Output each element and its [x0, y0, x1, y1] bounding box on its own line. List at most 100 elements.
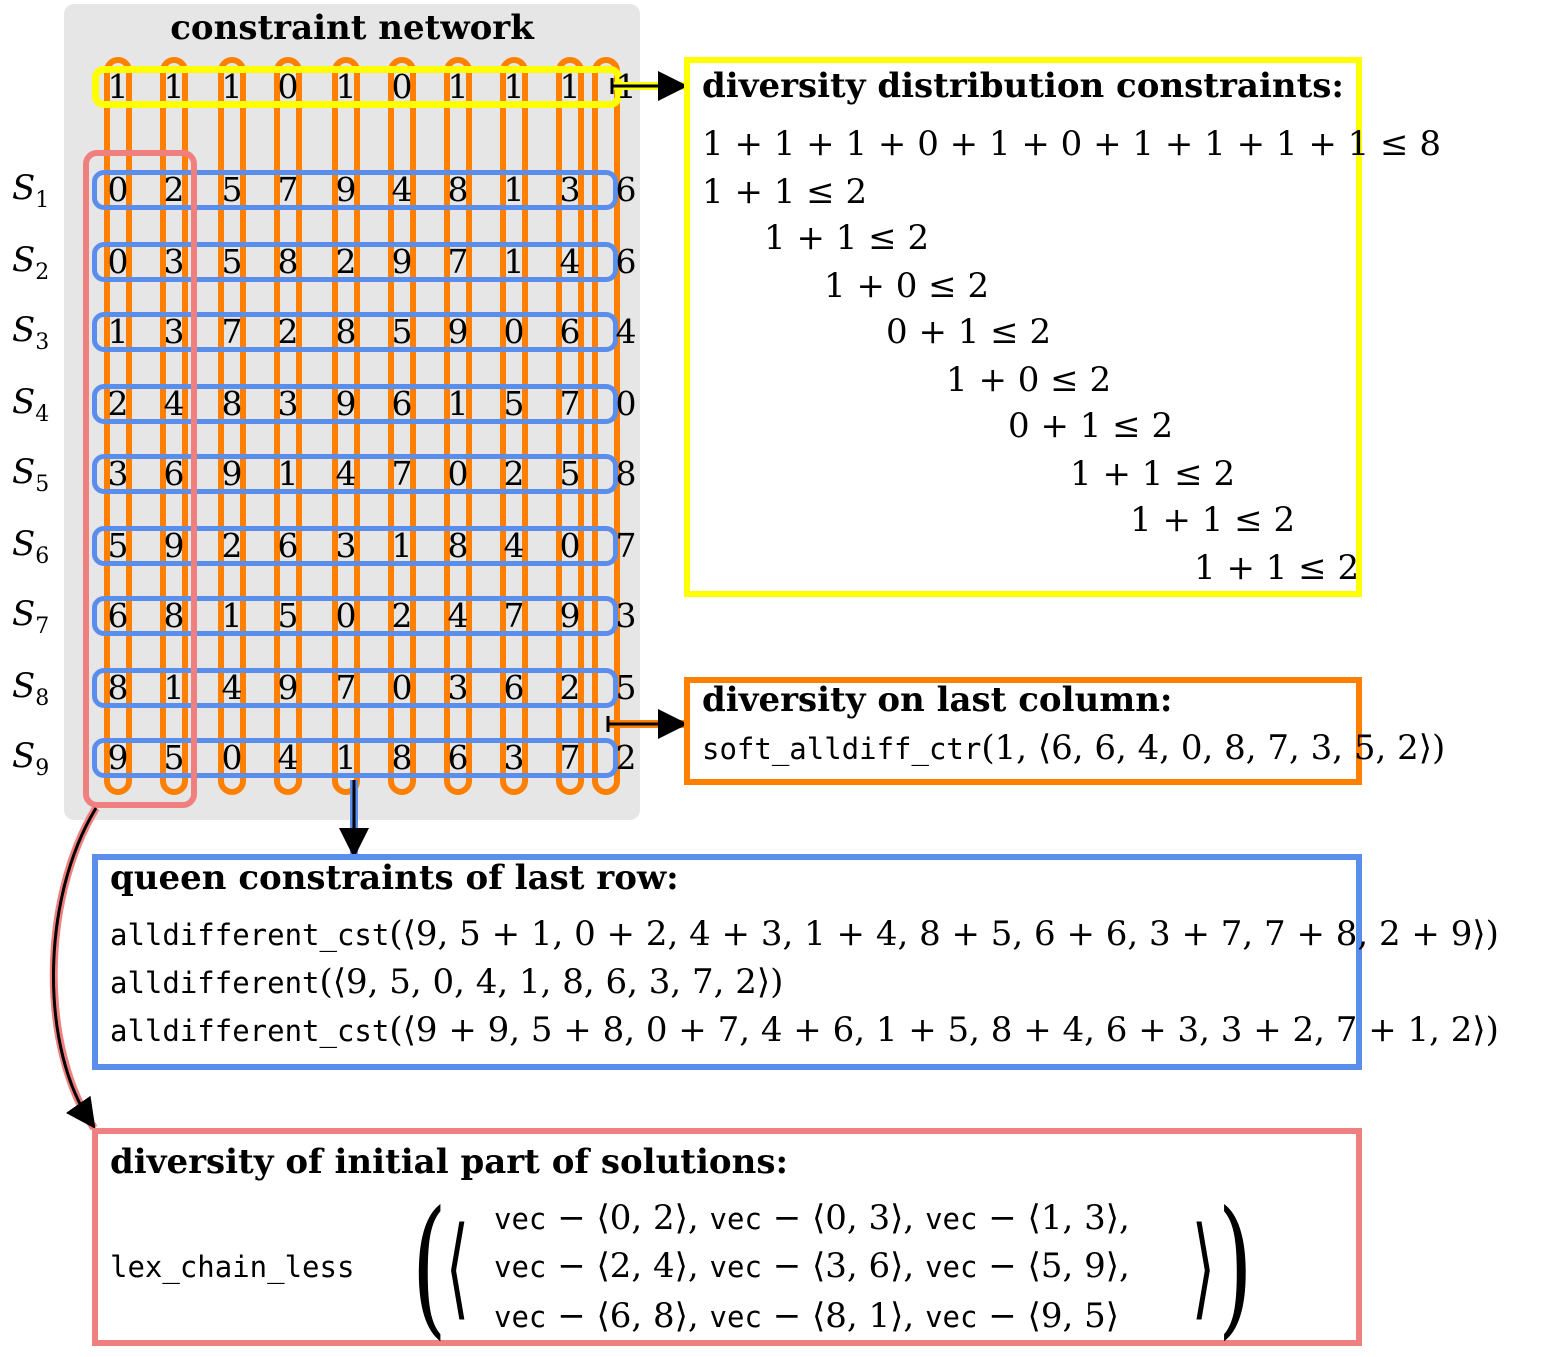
distribution-line: 1 + 1 ≤ 2 [1194, 548, 1360, 588]
row-constraint-box [92, 242, 618, 282]
soft-alldiff-args: (1, ⟨6, 6, 4, 0, 8, 7, 3, 5, 2⟩) [981, 728, 1446, 768]
solution-cell: 8 [447, 526, 469, 565]
solution-cell: 2 [107, 384, 129, 423]
column-constraint-box [274, 57, 302, 795]
last-column-expression: soft_alldiff_ctr(1, ⟨6, 6, 4, 0, 8, 7, 3… [702, 728, 1445, 768]
solution-cell: 9 [163, 526, 185, 565]
solution-cell: 9 [559, 596, 581, 635]
distribution-cell: 0 [391, 67, 413, 106]
solution-cell: 3 [335, 526, 357, 565]
solution-label: S8 [12, 666, 50, 711]
solution-cell: 7 [615, 526, 637, 565]
column-constraint-box [332, 57, 360, 795]
solution-cell: 6 [391, 384, 413, 423]
solution-cell: 7 [447, 242, 469, 281]
solution-cell: 4 [277, 738, 299, 777]
distribution-cell: 0 [277, 67, 299, 106]
right-angle-glyph: ⟩ [1191, 1203, 1216, 1331]
solution-label: S2 [12, 240, 50, 285]
solution-cell: 8 [335, 312, 357, 351]
solution-cell: 9 [221, 454, 243, 493]
soft-alldiff-fn: soft_alldiff_ctr [702, 732, 982, 766]
solution-cell: 1 [447, 384, 469, 423]
solution-cell: 0 [615, 384, 637, 423]
solution-cell: 9 [107, 738, 129, 777]
solution-label: S4 [12, 382, 50, 427]
right-paren-glyph: ) [1217, 1180, 1253, 1354]
lex-chain-fn: lex_chain_less [110, 1250, 355, 1284]
solution-cell: 0 [107, 242, 129, 281]
solution-cell: 3 [447, 668, 469, 707]
solution-cell: 1 [391, 526, 413, 565]
solution-cell: 7 [277, 170, 299, 209]
initial-part-panel-title: diversity of initial part of solutions: [110, 1142, 789, 1182]
solution-cell: 3 [503, 738, 525, 777]
solution-cell: 0 [503, 312, 525, 351]
row-constraint-box [92, 454, 618, 494]
lex-chain-line: vec − ⟨6, 8⟩, vec − ⟨8, 1⟩, vec − ⟨9, 5⟩ [494, 1296, 1119, 1336]
solution-cell: 5 [615, 668, 637, 707]
distribution-line: 1 + 0 ≤ 2 [946, 360, 1112, 400]
solution-cell: 3 [163, 242, 185, 281]
solution-cell: 4 [447, 596, 469, 635]
distribution-panel [684, 57, 1362, 597]
solution-cell: 8 [615, 454, 637, 493]
queen-panel [92, 854, 1362, 1070]
solution-cell: 3 [615, 596, 637, 635]
row-constraint-box [92, 738, 618, 778]
solution-cell: 7 [221, 312, 243, 351]
distribution-cell: 1 [221, 67, 243, 106]
row-constraint-box [92, 668, 618, 708]
distribution-line: 1 + 1 ≤ 2 [1070, 454, 1236, 494]
solution-cell: 8 [277, 242, 299, 281]
queen-panel-title: queen constraints of last row: [110, 858, 679, 898]
queen-line-3: alldifferent_cst(⟨9 + 9, 5 + 8, 0 + 7, 4… [110, 1010, 1499, 1050]
solution-cell: 8 [447, 170, 469, 209]
solution-cell: 0 [559, 526, 581, 565]
solution-label: S5 [12, 452, 50, 497]
distribution-cell: 1 [503, 67, 525, 106]
solution-cell: 4 [503, 526, 525, 565]
solution-cell: 6 [163, 454, 185, 493]
solution-cell: 6 [107, 596, 129, 635]
column-constraint-box [160, 57, 188, 795]
solution-cell: 3 [277, 384, 299, 423]
solution-cell: 2 [335, 242, 357, 281]
solution-label: S9 [12, 736, 50, 781]
solution-cell: 9 [391, 242, 413, 281]
lex-chain-line: vec − ⟨0, 2⟩, vec − ⟨0, 3⟩, vec − ⟨1, 3⟩… [494, 1198, 1130, 1238]
column-constraint-box [218, 57, 246, 795]
solution-label: S7 [12, 594, 50, 639]
solution-cell: 2 [163, 170, 185, 209]
solution-cell: 8 [163, 596, 185, 635]
row-constraint-box [92, 596, 618, 636]
solution-cell: 3 [559, 170, 581, 209]
solution-label: S6 [12, 524, 50, 569]
solution-cell: 7 [391, 454, 413, 493]
solution-cell: 9 [447, 312, 469, 351]
distribution-line: 0 + 1 ≤ 2 [1008, 406, 1174, 446]
solution-cell: 4 [391, 170, 413, 209]
solution-cell: 8 [221, 384, 243, 423]
row-constraint-box [92, 384, 618, 424]
solution-cell: 9 [335, 170, 357, 209]
distribution-line: 1 + 1 + 1 + 0 + 1 + 0 + 1 + 1 + 1 + 1 ≤ … [702, 124, 1441, 164]
solution-cell: 8 [391, 738, 413, 777]
row-constraint-box [92, 312, 618, 352]
row-constraint-box [92, 170, 618, 210]
distribution-line: 0 + 1 ≤ 2 [886, 312, 1052, 352]
solution-cell: 6 [615, 170, 637, 209]
solution-cell: 2 [221, 526, 243, 565]
solution-cell: 3 [163, 312, 185, 351]
solution-cell: 0 [221, 738, 243, 777]
column-constraint-box [556, 57, 584, 795]
distribution-line: 1 + 1 ≤ 2 [764, 218, 930, 258]
solution-cell: 4 [221, 668, 243, 707]
initial-part-panel [92, 1128, 1362, 1346]
solution-cell: 5 [277, 596, 299, 635]
solution-cell: 9 [335, 384, 357, 423]
solution-cell: 6 [503, 668, 525, 707]
solution-cell: 0 [391, 668, 413, 707]
solution-cell: 3 [107, 454, 129, 493]
